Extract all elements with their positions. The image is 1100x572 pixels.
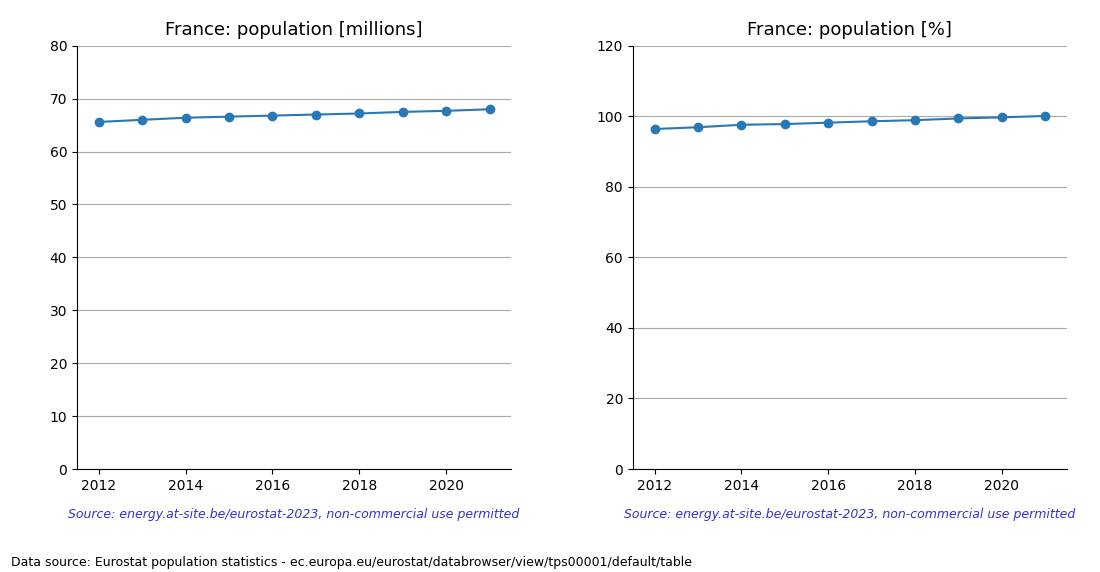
Text: Data source: Eurostat population statistics - ec.europa.eu/eurostat/databrowser/: Data source: Eurostat population statist… bbox=[11, 556, 692, 569]
Title: France: population [millions]: France: population [millions] bbox=[165, 21, 422, 39]
Text: Source: energy.at-site.be/eurostat-2023, non-commercial use permitted: Source: energy.at-site.be/eurostat-2023,… bbox=[625, 508, 1076, 521]
Text: Source: energy.at-site.be/eurostat-2023, non-commercial use permitted: Source: energy.at-site.be/eurostat-2023,… bbox=[68, 508, 519, 521]
Title: France: population [%]: France: population [%] bbox=[748, 21, 953, 39]
